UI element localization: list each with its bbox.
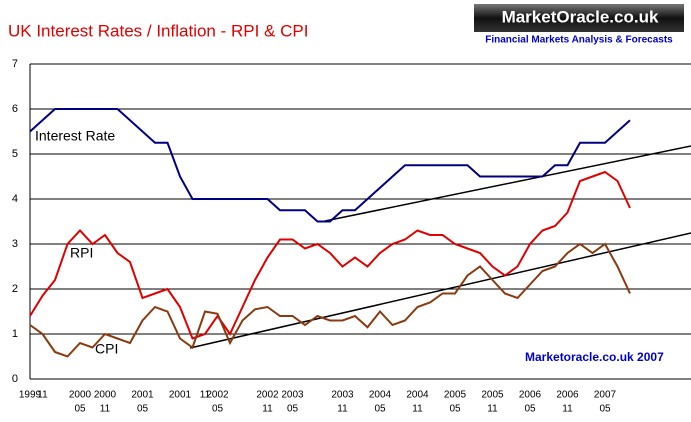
x-tick-label: 2001 [131, 390, 154, 401]
x-tick-label: 11 [200, 390, 211, 401]
y-tick-label: 6 [12, 103, 18, 115]
x-tick-label: 05 [449, 404, 461, 415]
x-tick-label: 2005 [444, 390, 467, 401]
series-label: RPI [70, 245, 93, 261]
x-tick-label: 05 [287, 404, 299, 415]
x-tick-label: 2000 [69, 390, 92, 401]
trend-line [189, 232, 691, 349]
x-tick-label: 2001 [169, 390, 192, 401]
series-label: Interest Rate [35, 128, 115, 144]
x-tick-label: 1999 [19, 390, 42, 401]
x-tick-label: 2002 [256, 390, 279, 401]
credit: Marketoracle.co.uk 2007 [525, 350, 664, 364]
x-tick-label: 11 [262, 404, 273, 415]
x-tick-label: 05 [599, 404, 611, 415]
x-tick-label: 11 [562, 404, 573, 415]
x-tick-label: 05 [74, 404, 86, 415]
x-tick-label: 05 [374, 404, 386, 415]
x-tick-label: 11 [100, 404, 111, 415]
series-line [29, 170, 631, 340]
x-tick-label: 2005 [481, 390, 504, 401]
logo-tagline: Financial Markets Analysis & Forecasts [485, 35, 673, 46]
y-tick-label: 3 [12, 238, 18, 250]
x-tick-label: 2006 [556, 390, 579, 401]
x-tick-label: 05 [137, 404, 149, 415]
y-tick-label: 0 [12, 373, 18, 385]
x-tick-label: 05 [524, 404, 536, 415]
chart-title: UK Interest Rates / Inflation - RPI & CP… [8, 21, 308, 40]
series-line [29, 242, 631, 358]
trend-line [324, 145, 691, 222]
x-tick-label: 2004 [406, 390, 429, 401]
y-tick-label: 4 [12, 193, 18, 205]
x-tick-label: 11 [487, 404, 498, 415]
x-tick-label: 2006 [519, 390, 542, 401]
y-tick-label: 5 [12, 148, 18, 160]
x-tick-label: 2004 [369, 390, 392, 401]
x-tick-label: 11 [337, 404, 348, 415]
series-line [29, 108, 631, 223]
x-tick-label: 11 [37, 390, 48, 401]
x-tick-label: 2003 [281, 390, 304, 401]
y-tick-label: 2 [12, 283, 18, 295]
x-tick-label: 2007 [594, 390, 617, 401]
y-tick-label: 7 [12, 58, 18, 70]
y-tick-label: 1 [12, 328, 18, 340]
logo-name: MarketOracle.co.uk [502, 7, 659, 26]
x-tick-label: 2002 [206, 390, 229, 401]
series-label: CPI [95, 341, 118, 357]
logo-box [474, 4, 684, 32]
x-tick-label: 2000 [94, 390, 117, 401]
x-tick-label: 05 [212, 404, 224, 415]
x-tick-label: 11 [412, 404, 423, 415]
x-tick-label: 2003 [331, 390, 354, 401]
